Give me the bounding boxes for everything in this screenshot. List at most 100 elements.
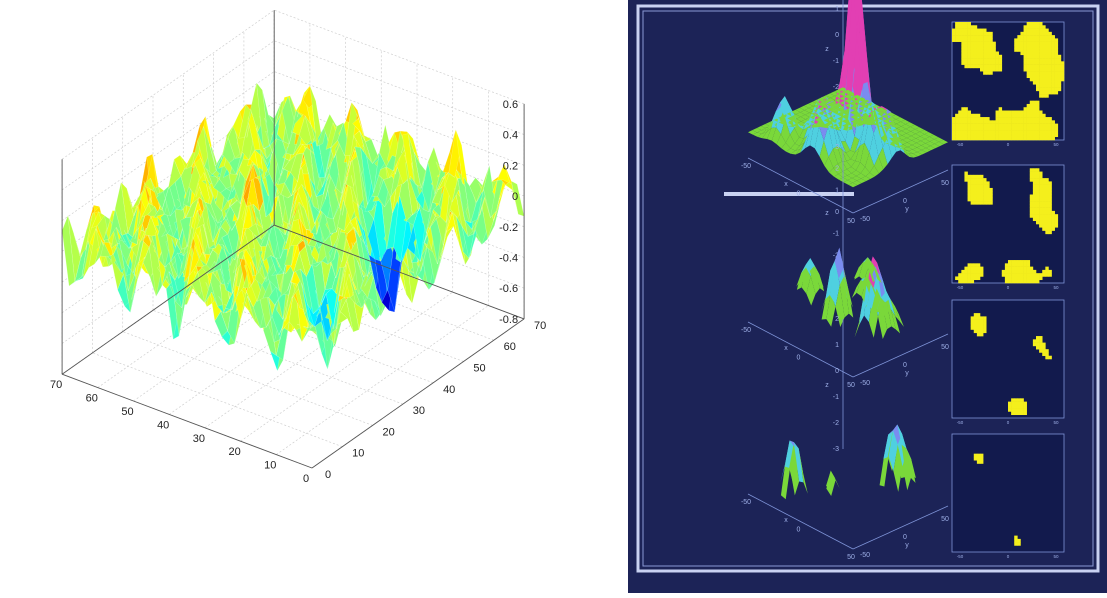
map-cell: [1023, 51, 1027, 56]
map-cell: [1011, 123, 1015, 128]
map-cell: [961, 279, 965, 284]
map-cell: [1026, 38, 1031, 42]
map-cell: [1057, 58, 1062, 62]
map-cell: [967, 133, 971, 138]
map-cell: [983, 133, 987, 138]
map-cell: [967, 48, 971, 52]
map-cell: [1048, 133, 1052, 138]
map-cell: [1051, 38, 1055, 42]
map-cell: [1042, 41, 1046, 46]
map-cell: [970, 28, 975, 33]
map-cell: [983, 123, 987, 128]
map-cell: [1014, 266, 1018, 271]
map-cell: [1054, 74, 1059, 79]
map-cell: [989, 38, 993, 42]
mini-surface-facet: [766, 111, 776, 133]
map-cell: [961, 133, 965, 138]
map-cell: [983, 316, 987, 320]
map-cell: [973, 197, 978, 202]
map-cell: [1045, 67, 1049, 72]
map-cell: [1048, 61, 1052, 65]
mini-surface-facet: [830, 100, 841, 105]
map-cell: [973, 38, 978, 42]
map-cell: [1042, 204, 1046, 208]
map-cell: [1036, 194, 1040, 199]
map-cell: [1054, 133, 1059, 138]
map-cell: [1032, 22, 1037, 26]
map-cell: [1011, 411, 1015, 416]
mini-surface-facet: [850, 145, 860, 161]
mini-x-tick: 0: [797, 191, 801, 198]
mini-surface-facet: [843, 89, 853, 95]
wall-grid-line: [61, 40, 525, 191]
map-cell: [1039, 31, 1043, 36]
mini-surface-facet: [902, 133, 912, 138]
map-cell: [976, 184, 981, 189]
map-cell: [1017, 269, 1021, 274]
mini-surface-facet: [836, 107, 846, 113]
map-cell: [1023, 107, 1027, 111]
mini-surface-facet: [835, 284, 845, 328]
map-cell: [1017, 130, 1021, 134]
map-cell: [1045, 133, 1049, 138]
map-x-tick: -50: [957, 142, 964, 147]
map-cell: [964, 48, 968, 52]
mini-x-tick: 50: [847, 554, 855, 561]
map-cell: [1039, 54, 1043, 59]
map-cell: [1042, 90, 1046, 95]
map-cell: [976, 136, 981, 141]
mini-y-tick: 50: [941, 516, 949, 523]
map-cell: [955, 38, 959, 42]
mini-surface-facet: [920, 138, 930, 144]
map-cell: [952, 28, 956, 33]
map-cell: [995, 123, 999, 128]
map-cell: [1029, 64, 1034, 69]
map-cell: [980, 48, 984, 52]
map-cell: [1023, 58, 1027, 62]
map-cell: [986, 67, 990, 72]
map-cell: [967, 110, 971, 115]
map-cell: [1029, 126, 1034, 131]
map-cell: [1042, 201, 1046, 205]
map-cell: [1048, 136, 1052, 141]
mini-surface-facet: [851, 160, 861, 171]
mini-surface-facet: [886, 116, 896, 122]
map-cell: [976, 319, 981, 324]
map-cell: [998, 110, 1003, 115]
map-cell: [1048, 184, 1052, 189]
mini-surface-facet: [752, 132, 762, 137]
mini-surface-facet: [864, 117, 874, 153]
map-cell: [970, 184, 975, 189]
map-cell: [976, 322, 981, 327]
map-cell: [1048, 35, 1052, 39]
y-tick-label: 30: [413, 405, 425, 417]
map-cell: [1036, 171, 1040, 176]
map-cell: [976, 38, 981, 42]
map-cell: [1051, 214, 1055, 218]
map-cell: [1048, 74, 1052, 79]
map-cell: [1045, 181, 1049, 185]
map-cell: [976, 174, 981, 179]
mini-y-tick: -50: [860, 216, 870, 223]
map-cell: [1039, 74, 1043, 79]
map-cell: [1023, 266, 1027, 271]
map-cell: [1045, 230, 1049, 235]
map-cell: [1036, 217, 1040, 222]
mini-z-tick: 1: [835, 6, 839, 13]
map-cell: [1054, 214, 1059, 218]
map-cell: [976, 117, 981, 121]
map-cell: [986, 61, 990, 65]
mini-surface-facet: [801, 267, 811, 294]
mini-surface-facet: [831, 104, 841, 110]
map-cell: [1048, 44, 1052, 49]
map-cell: [1017, 411, 1021, 416]
map-cell: [980, 35, 984, 39]
map-cell: [973, 174, 978, 179]
mini-surface-facet: [841, 141, 851, 153]
map-cell: [970, 31, 975, 36]
map-cell: [967, 44, 971, 49]
map-cell: [1048, 197, 1052, 202]
mini-surface-facet: [916, 140, 926, 146]
mini-surface-facet: [858, 101, 868, 107]
map-cell: [1029, 54, 1034, 59]
